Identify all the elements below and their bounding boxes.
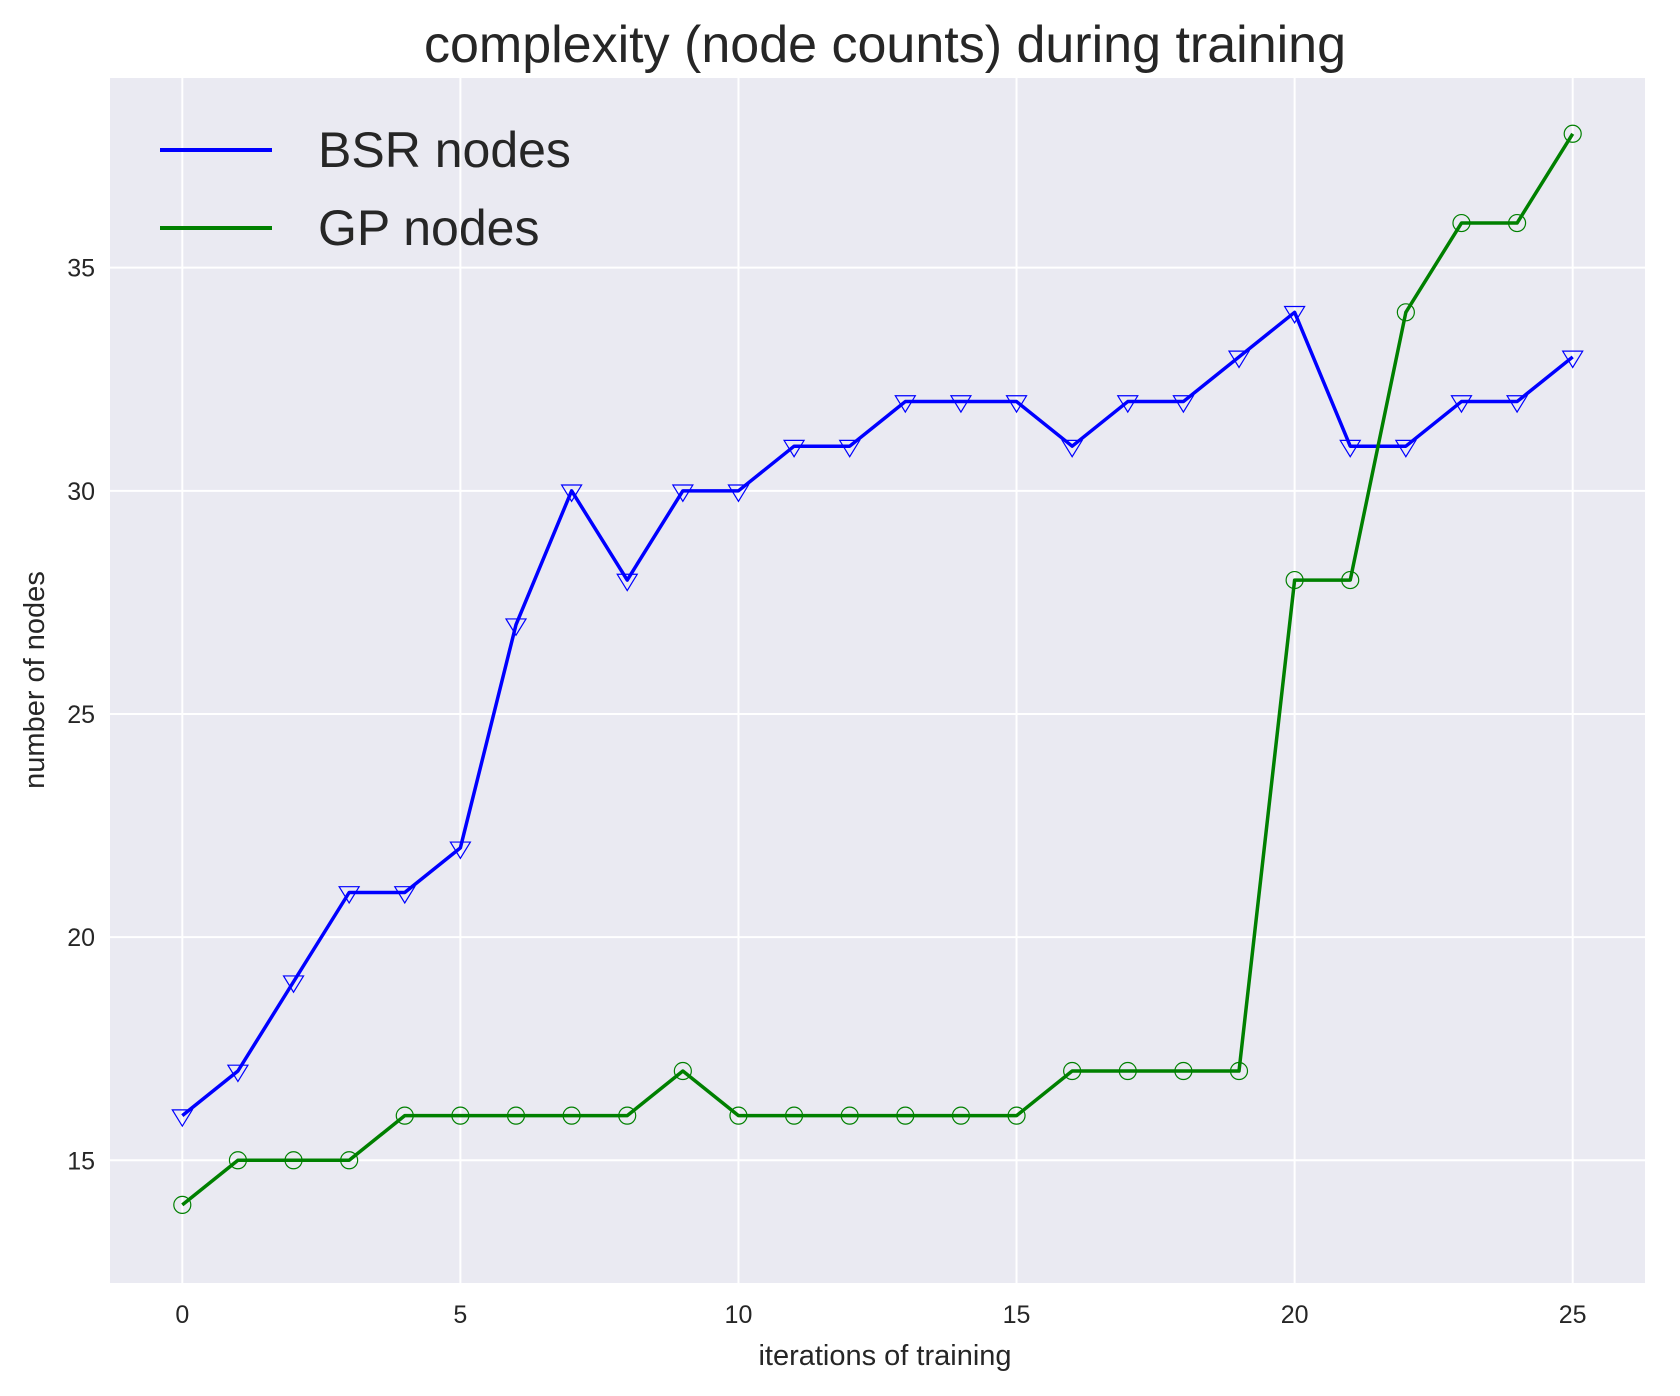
- x-tick-label: 5: [453, 1301, 467, 1329]
- gp-nodes-line: [181, 132, 1575, 1207]
- gp-nodes-point: [840, 1106, 859, 1125]
- gp-nodes-point: [340, 1151, 359, 1170]
- grid: [110, 78, 1645, 1283]
- bsr-nodes-point: [1394, 439, 1417, 458]
- bsr-nodes-point: [171, 1109, 194, 1128]
- gp-nodes-point: [451, 1106, 470, 1125]
- gp-nodes-point: [228, 1151, 248, 1170]
- gp-nodes-point: [1507, 213, 1527, 233]
- tick-labels: 0 5 10 15 20 25 15 20 25 30 35: [67, 255, 1586, 1329]
- gp-nodes-point: [395, 1106, 414, 1125]
- bsr-nodes-point: [1561, 350, 1584, 369]
- bsr-nodes-point: [1116, 395, 1139, 414]
- bsr-nodes-point: [1061, 439, 1084, 458]
- gp-nodes-point: [896, 1106, 915, 1125]
- x-tick-label: 15: [1003, 1301, 1031, 1329]
- bsr-nodes-point: [838, 439, 861, 458]
- gp-nodes-point: [1396, 303, 1415, 322]
- bsr-nodes-line: [181, 310, 1574, 1118]
- gp-nodes-point: [173, 1195, 192, 1214]
- bsr-nodes-point: [894, 395, 917, 414]
- bsr-nodes-point: [1283, 305, 1306, 324]
- gp-nodes-point: [1563, 124, 1582, 143]
- gp-nodes-point: [1174, 1061, 1193, 1081]
- gp-nodes-point: [729, 1106, 748, 1125]
- bsr-nodes-point: [1506, 395, 1529, 414]
- legend: BSR nodes GP nodes: [160, 122, 571, 256]
- gp-nodes-point: [1118, 1061, 1137, 1081]
- bsr-nodes-point: [393, 886, 416, 905]
- bsr-nodes-point: [783, 439, 806, 458]
- bsr-nodes-point: [560, 484, 583, 503]
- bsr-nodes-series: [171, 305, 1584, 1128]
- gp-nodes-point: [562, 1106, 581, 1125]
- gp-nodes-point: [1007, 1106, 1026, 1125]
- bsr-nodes-point: [504, 618, 528, 637]
- bsr-nodes-point: [1227, 350, 1251, 369]
- y-tick-label: 15: [67, 1147, 95, 1175]
- x-tick-label: 25: [1559, 1301, 1587, 1329]
- y-tick-label: 30: [67, 478, 95, 506]
- gp-nodes-point: [506, 1106, 526, 1125]
- y-tick-label: 20: [67, 924, 95, 952]
- bsr-nodes-point: [616, 573, 639, 592]
- bsr-nodes-point: [1005, 395, 1028, 414]
- bsr-nodes-point: [1450, 395, 1473, 414]
- x-tick-label: 0: [175, 1301, 189, 1329]
- bsr-nodes-point: [282, 975, 305, 994]
- plot-area: [110, 78, 1645, 1283]
- gp-nodes-point: [1063, 1061, 1082, 1081]
- bsr-nodes-point: [226, 1064, 249, 1083]
- series-group: [171, 124, 1584, 1214]
- gp-nodes-point: [1341, 570, 1360, 590]
- y-tick-label: 35: [67, 255, 95, 283]
- legend-label-gp-nodes: GP nodes: [318, 200, 539, 256]
- bsr-nodes-point: [727, 484, 750, 503]
- x-tick-label: 10: [725, 1301, 753, 1329]
- gp-nodes-series: [173, 124, 1582, 1214]
- y-axis-label: number of nodes: [19, 571, 51, 789]
- gp-nodes-point: [284, 1151, 303, 1170]
- x-axis-label: iterations of training: [758, 1340, 1011, 1372]
- chart-title: complexity (node counts) during training: [424, 16, 1346, 74]
- gp-nodes-point: [1229, 1061, 1249, 1081]
- gp-nodes-point: [1285, 570, 1304, 590]
- bsr-nodes-point: [449, 841, 472, 860]
- legend-label-bsr-nodes: BSR nodes: [318, 122, 571, 178]
- x-tick-label: 20: [1281, 1301, 1309, 1329]
- bsr-nodes-point: [949, 395, 972, 414]
- bsr-nodes-point: [1339, 439, 1362, 458]
- y-tick-label: 25: [67, 701, 95, 729]
- bsr-nodes-point: [338, 886, 361, 905]
- gp-nodes-point: [618, 1106, 637, 1125]
- gp-nodes-point: [951, 1106, 971, 1125]
- gp-nodes-point: [1452, 213, 1471, 233]
- gp-nodes-point: [784, 1106, 804, 1125]
- gp-nodes-point: [673, 1061, 692, 1081]
- bsr-nodes-point: [1172, 395, 1195, 414]
- bsr-nodes-point: [671, 484, 694, 503]
